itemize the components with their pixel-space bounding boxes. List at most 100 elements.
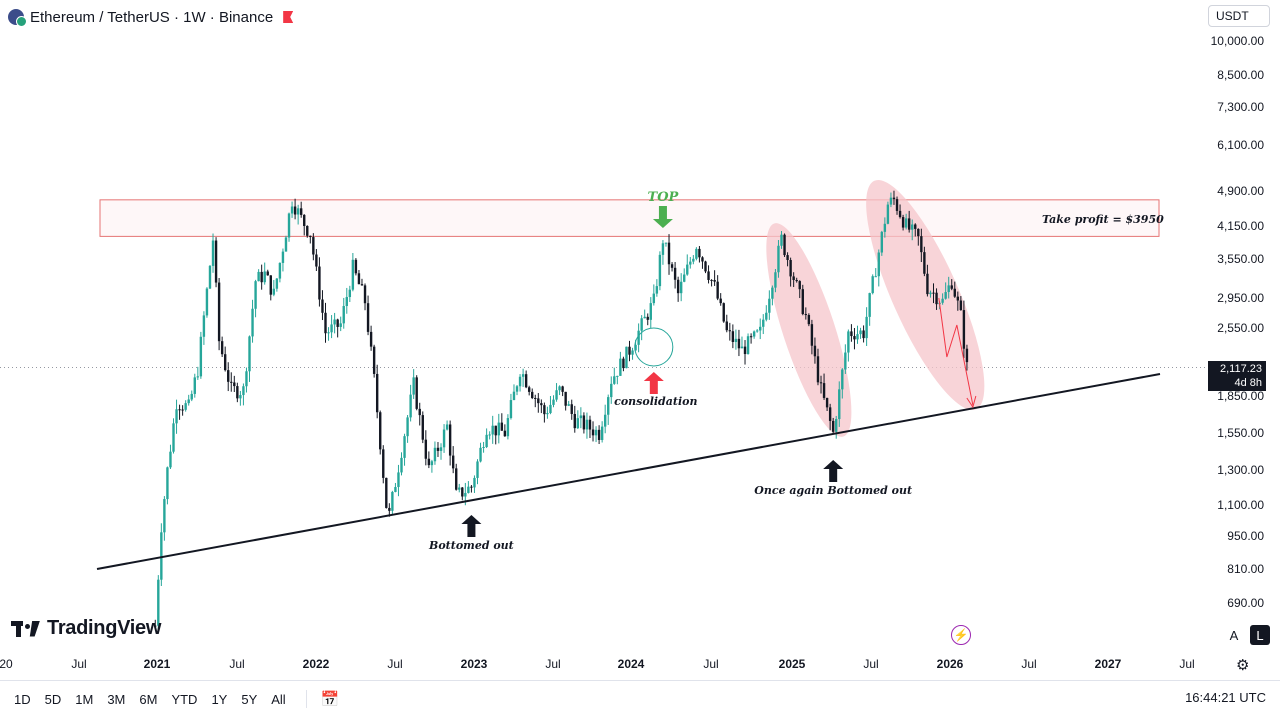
last-price-value: 2,117.23 xyxy=(1219,363,1262,375)
x-tick-label: Jul xyxy=(703,657,719,671)
candle-body xyxy=(813,345,817,357)
trendline-layer xyxy=(96,297,1161,570)
candle-body xyxy=(923,252,926,274)
currency-selector[interactable]: USDT xyxy=(1208,5,1270,27)
candle-body xyxy=(208,265,212,289)
candle-body xyxy=(737,338,741,349)
candle-body xyxy=(521,374,525,377)
candle-body xyxy=(357,273,361,285)
candle-body xyxy=(275,278,279,289)
take-profit-label: Take profit = $3950 xyxy=(1042,213,1164,226)
top-arrow-icon xyxy=(652,206,673,228)
log-scale-button[interactable]: L xyxy=(1250,625,1270,645)
tf-5y[interactable]: 5Y xyxy=(241,691,258,707)
candle-body xyxy=(230,381,233,383)
tf-1d[interactable]: 1D xyxy=(14,691,31,707)
lightning-icon[interactable]: ⚡ xyxy=(951,625,971,645)
annotation-markers xyxy=(461,206,844,537)
candle-body xyxy=(284,237,288,252)
candle-body xyxy=(169,451,172,468)
candle-body xyxy=(254,281,257,309)
candle-body xyxy=(883,223,887,232)
candle-layer xyxy=(154,190,969,632)
candle-body xyxy=(214,240,218,283)
candle-body xyxy=(743,346,747,355)
candle-body xyxy=(950,285,953,289)
candle-body xyxy=(707,271,710,280)
candle-body xyxy=(181,409,184,411)
x-tick-label: 20 xyxy=(0,657,13,671)
candle-body xyxy=(570,404,573,414)
candle-body xyxy=(567,404,570,406)
calendar-icon[interactable]: 📅 xyxy=(305,690,339,708)
tf-ytd[interactable]: YTD xyxy=(171,691,198,707)
candle-body xyxy=(892,197,896,200)
tf-1m[interactable]: 1M xyxy=(75,691,94,707)
candle-body xyxy=(406,417,409,437)
support-trendline xyxy=(96,373,1161,570)
auto-scale-button[interactable]: A xyxy=(1229,627,1239,643)
x-tick-label: Jul xyxy=(387,657,403,671)
tradingview-icon xyxy=(11,620,41,638)
candle-body xyxy=(555,390,558,400)
candle-body xyxy=(385,477,388,508)
candle-body xyxy=(430,461,434,466)
candle-body xyxy=(664,242,668,244)
flag-icon[interactable] xyxy=(283,11,294,23)
candle-body xyxy=(582,415,586,430)
candle-body xyxy=(619,358,622,376)
gear-icon[interactable]: ⚙ xyxy=(1236,657,1250,674)
candle-body xyxy=(822,383,826,398)
candle-body xyxy=(789,260,792,277)
symbol-title[interactable]: Ethereum / TetherUS · 1W · Binance xyxy=(30,8,274,26)
tf-3m[interactable]: 3M xyxy=(107,691,126,707)
candle-body xyxy=(500,422,504,431)
candle-body xyxy=(351,259,355,290)
candle-body xyxy=(485,434,488,447)
candle-body xyxy=(731,331,735,342)
candle-body xyxy=(415,377,418,409)
candle-body xyxy=(898,210,902,218)
candle-body xyxy=(959,300,963,311)
candle-body xyxy=(309,235,312,238)
candle-body xyxy=(780,234,783,246)
y-tick-label: 690.00 xyxy=(1227,596,1264,611)
candle-body xyxy=(248,336,251,372)
candle-body xyxy=(683,274,686,282)
candle-body xyxy=(792,276,795,281)
candle-body xyxy=(886,204,890,224)
candle-body xyxy=(762,319,765,327)
y-tick-label: 1,550.00 xyxy=(1217,426,1264,440)
candle-body xyxy=(330,324,333,333)
candle-body xyxy=(518,376,522,387)
candle-body xyxy=(783,234,786,256)
candle-body xyxy=(211,240,215,266)
candle-body xyxy=(558,386,561,391)
candle-body xyxy=(491,425,494,435)
candle-body xyxy=(503,430,507,437)
candle-body xyxy=(816,356,820,383)
last-price-label: 2,117.23 4d 8h xyxy=(1208,361,1266,391)
candle-body xyxy=(956,296,960,301)
bottomed-out-arrow-icon xyxy=(461,515,482,537)
candle-body xyxy=(844,352,847,370)
candle-body xyxy=(412,377,415,395)
candle-body xyxy=(914,224,917,229)
x-tick-label: Jul xyxy=(1021,657,1037,671)
tf-all[interactable]: All xyxy=(271,691,286,707)
candle-body xyxy=(379,412,382,450)
candle-body xyxy=(299,208,303,215)
clock[interactable]: 16:44:21 UTC xyxy=(1185,690,1266,705)
candle-body xyxy=(372,346,376,374)
candle-body xyxy=(889,197,893,205)
candle-body xyxy=(862,330,865,339)
candle-body xyxy=(278,262,282,279)
candle-body xyxy=(266,271,269,276)
tf-6m[interactable]: 6M xyxy=(139,691,158,707)
tf-5d[interactable]: 5D xyxy=(44,691,62,707)
x-tick-label: Jul xyxy=(863,657,879,671)
tf-1y[interactable]: 1Y xyxy=(211,691,228,707)
y-tick-label: 2,550.00 xyxy=(1217,321,1264,336)
candle-body xyxy=(746,336,750,355)
